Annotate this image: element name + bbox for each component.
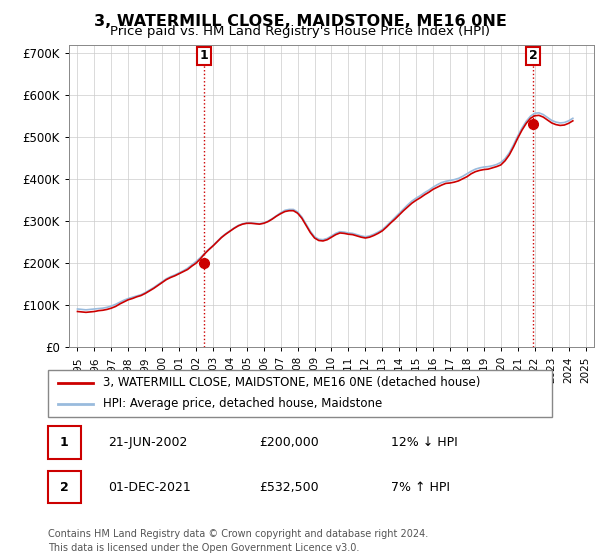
Text: This data is licensed under the Open Government Licence v3.0.: This data is licensed under the Open Gov… [48,543,359,553]
Text: 3, WATERMILL CLOSE, MAIDSTONE, ME16 0NE: 3, WATERMILL CLOSE, MAIDSTONE, ME16 0NE [94,14,506,29]
Text: 7% ↑ HPI: 7% ↑ HPI [391,480,450,494]
Text: £532,500: £532,500 [260,480,319,494]
FancyBboxPatch shape [48,370,552,417]
Text: 1: 1 [200,49,208,62]
Text: 2: 2 [60,480,68,494]
Text: Contains HM Land Registry data © Crown copyright and database right 2024.: Contains HM Land Registry data © Crown c… [48,529,428,539]
Text: 3, WATERMILL CLOSE, MAIDSTONE, ME16 0NE (detached house): 3, WATERMILL CLOSE, MAIDSTONE, ME16 0NE … [103,376,481,389]
Text: £200,000: £200,000 [260,436,319,449]
Text: 21-JUN-2002: 21-JUN-2002 [109,436,188,449]
FancyBboxPatch shape [48,426,81,459]
Text: 12% ↓ HPI: 12% ↓ HPI [391,436,457,449]
Text: 01-DEC-2021: 01-DEC-2021 [109,480,191,494]
Text: 1: 1 [60,436,68,449]
Text: 2: 2 [529,49,538,62]
FancyBboxPatch shape [48,471,81,503]
Text: Price paid vs. HM Land Registry's House Price Index (HPI): Price paid vs. HM Land Registry's House … [110,25,490,38]
Text: HPI: Average price, detached house, Maidstone: HPI: Average price, detached house, Maid… [103,398,383,410]
